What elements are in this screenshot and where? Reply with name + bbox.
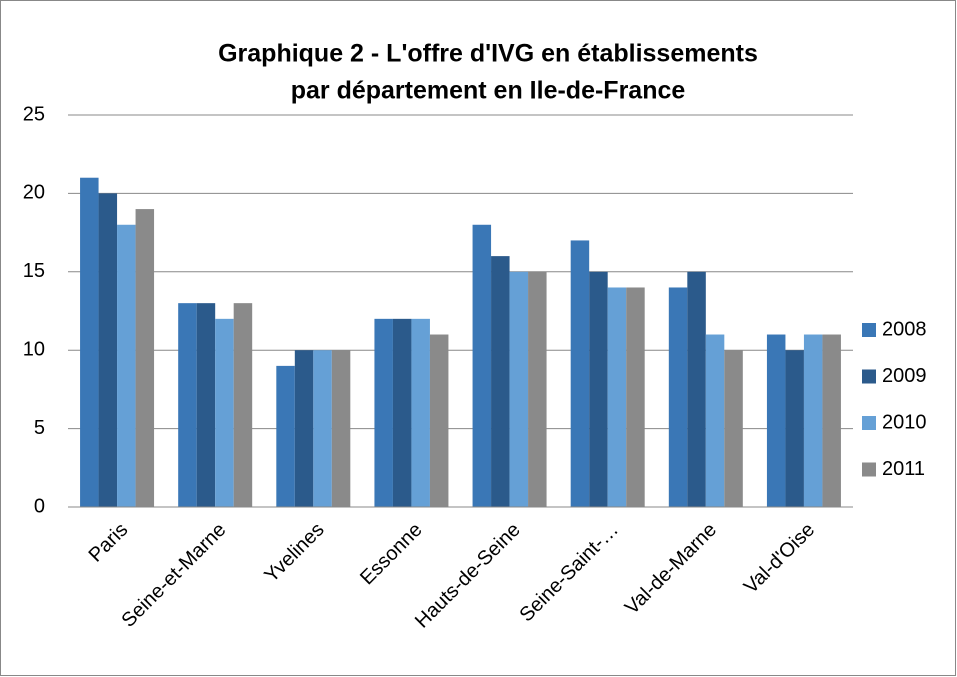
- bar: [705, 334, 725, 507]
- y-tick-label: 15: [23, 260, 45, 282]
- bar: [509, 271, 529, 507]
- bar: [313, 350, 332, 507]
- bar: [178, 303, 197, 507]
- chart-title: par département en Ile-de-France: [291, 77, 686, 105]
- bar: [233, 303, 253, 507]
- bar: [135, 209, 155, 507]
- bar: [331, 350, 351, 507]
- bar: [687, 271, 706, 507]
- legend-label: 2009: [882, 365, 927, 387]
- legend-label: 2008: [882, 318, 927, 340]
- bar: [570, 240, 590, 507]
- bar: [822, 334, 841, 507]
- bar: [626, 287, 645, 507]
- bar: [668, 287, 688, 507]
- legend-swatch: [862, 369, 876, 384]
- y-tick-label: 25: [23, 103, 45, 125]
- bar: [472, 224, 492, 507]
- bar: [724, 350, 743, 507]
- legend-swatch: [862, 462, 876, 477]
- bar: [117, 224, 136, 507]
- legend-swatch: [862, 323, 876, 337]
- legend-swatch: [862, 416, 876, 430]
- bar: [607, 287, 627, 507]
- bar: [196, 303, 216, 507]
- bar: [589, 271, 608, 507]
- bar: [785, 350, 804, 507]
- bar: [294, 350, 314, 507]
- legend-label: 2011: [882, 458, 925, 480]
- bar: [429, 334, 449, 507]
- bar: [215, 318, 234, 507]
- y-tick-label: 10: [23, 338, 45, 360]
- legend-label: 2010: [882, 411, 927, 433]
- bar: [491, 256, 510, 507]
- chart-title: Graphique 2 - L'offre d'IVG en établisse…: [218, 40, 758, 68]
- bar: [98, 193, 118, 507]
- bar: [392, 318, 412, 507]
- bar: [276, 365, 295, 507]
- bar: [528, 271, 547, 507]
- bar: [411, 318, 430, 507]
- bar: [80, 177, 99, 507]
- y-tick-label: 0: [34, 495, 45, 517]
- y-tick-label: 5: [34, 417, 45, 439]
- bar: [803, 334, 823, 507]
- bar: [766, 334, 786, 507]
- bar: [374, 318, 393, 507]
- y-tick-label: 20: [23, 182, 45, 204]
